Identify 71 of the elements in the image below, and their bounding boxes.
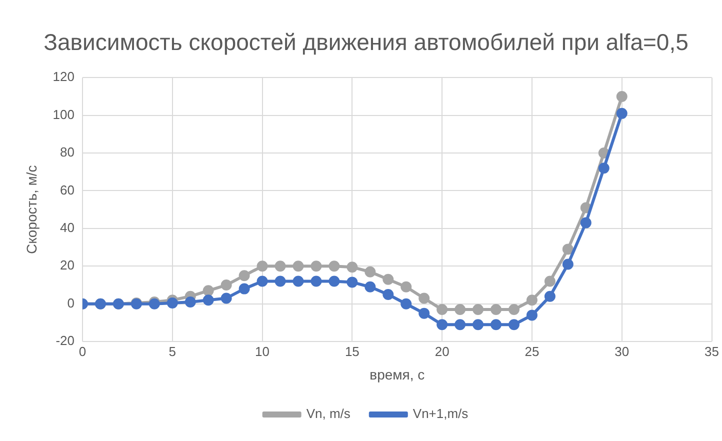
point: [598, 148, 610, 159]
point: [364, 281, 376, 292]
point: [274, 260, 286, 272]
x-tick-label: 20: [434, 344, 450, 359]
point: [310, 260, 322, 272]
point: [472, 304, 484, 316]
point: [328, 260, 340, 272]
point: [472, 319, 484, 330]
point: [508, 319, 520, 330]
point: [436, 304, 448, 316]
y-axis-title: Скорость, м/с: [23, 165, 40, 254]
x-axis-title: время, с: [370, 366, 425, 382]
point: [598, 162, 610, 174]
point: [238, 283, 250, 294]
point: [490, 304, 502, 316]
x-tick-label: 10: [255, 344, 270, 359]
y-tick-label: 60: [60, 182, 74, 198]
point: [346, 276, 358, 288]
point: [292, 260, 304, 272]
point: [238, 270, 250, 282]
point: [328, 276, 340, 287]
point: [616, 90, 628, 102]
y-tick-label: 100: [52, 106, 74, 122]
y-tick-label: 120: [52, 69, 74, 84]
point: [202, 294, 214, 306]
point: [400, 298, 412, 310]
y-tick-label: 80: [60, 144, 74, 160]
x-tick-label: 0: [78, 344, 86, 359]
point: [508, 304, 520, 316]
point: [166, 297, 178, 308]
point: [526, 310, 538, 321]
point: [220, 280, 232, 291]
chart-title: Зависимость скоростей движения автомобилей при alfa=0,5: [44, 29, 688, 56]
y-tick-label: -20: [56, 333, 74, 348]
point: [418, 308, 430, 319]
x-tick-label: 30: [614, 344, 630, 359]
point: [616, 108, 628, 119]
point: [544, 276, 556, 287]
x-tick-label: 35: [704, 344, 720, 359]
x-tick-label: 15: [344, 344, 360, 359]
point: [256, 276, 268, 287]
point: [256, 260, 268, 272]
point: [220, 292, 232, 304]
point: [202, 285, 214, 296]
point: [580, 202, 592, 214]
point: [346, 262, 358, 273]
point: [400, 281, 412, 292]
x-tick-label: 25: [524, 344, 540, 359]
point: [382, 288, 394, 300]
y-tick-label: 40: [60, 220, 74, 236]
point: [418, 292, 430, 304]
point: [310, 276, 322, 287]
point: [454, 304, 466, 316]
point: [436, 319, 448, 330]
point: [562, 244, 574, 255]
x-tick-label: 5: [168, 344, 176, 359]
point: [292, 276, 304, 287]
y-tick-label: 20: [60, 258, 74, 273]
point: [364, 266, 376, 278]
point: [382, 274, 394, 285]
point: [526, 294, 538, 306]
point: [580, 217, 592, 228]
legend-label: Vn+1,m/s: [412, 406, 469, 422]
point: [562, 258, 574, 270]
point: [544, 290, 556, 302]
point: [274, 276, 286, 287]
y-tick-label: 0: [67, 295, 74, 310]
point: [184, 296, 196, 308]
point: [490, 319, 502, 330]
point: [454, 319, 466, 330]
legend-label: Vn, m/s: [306, 406, 351, 422]
